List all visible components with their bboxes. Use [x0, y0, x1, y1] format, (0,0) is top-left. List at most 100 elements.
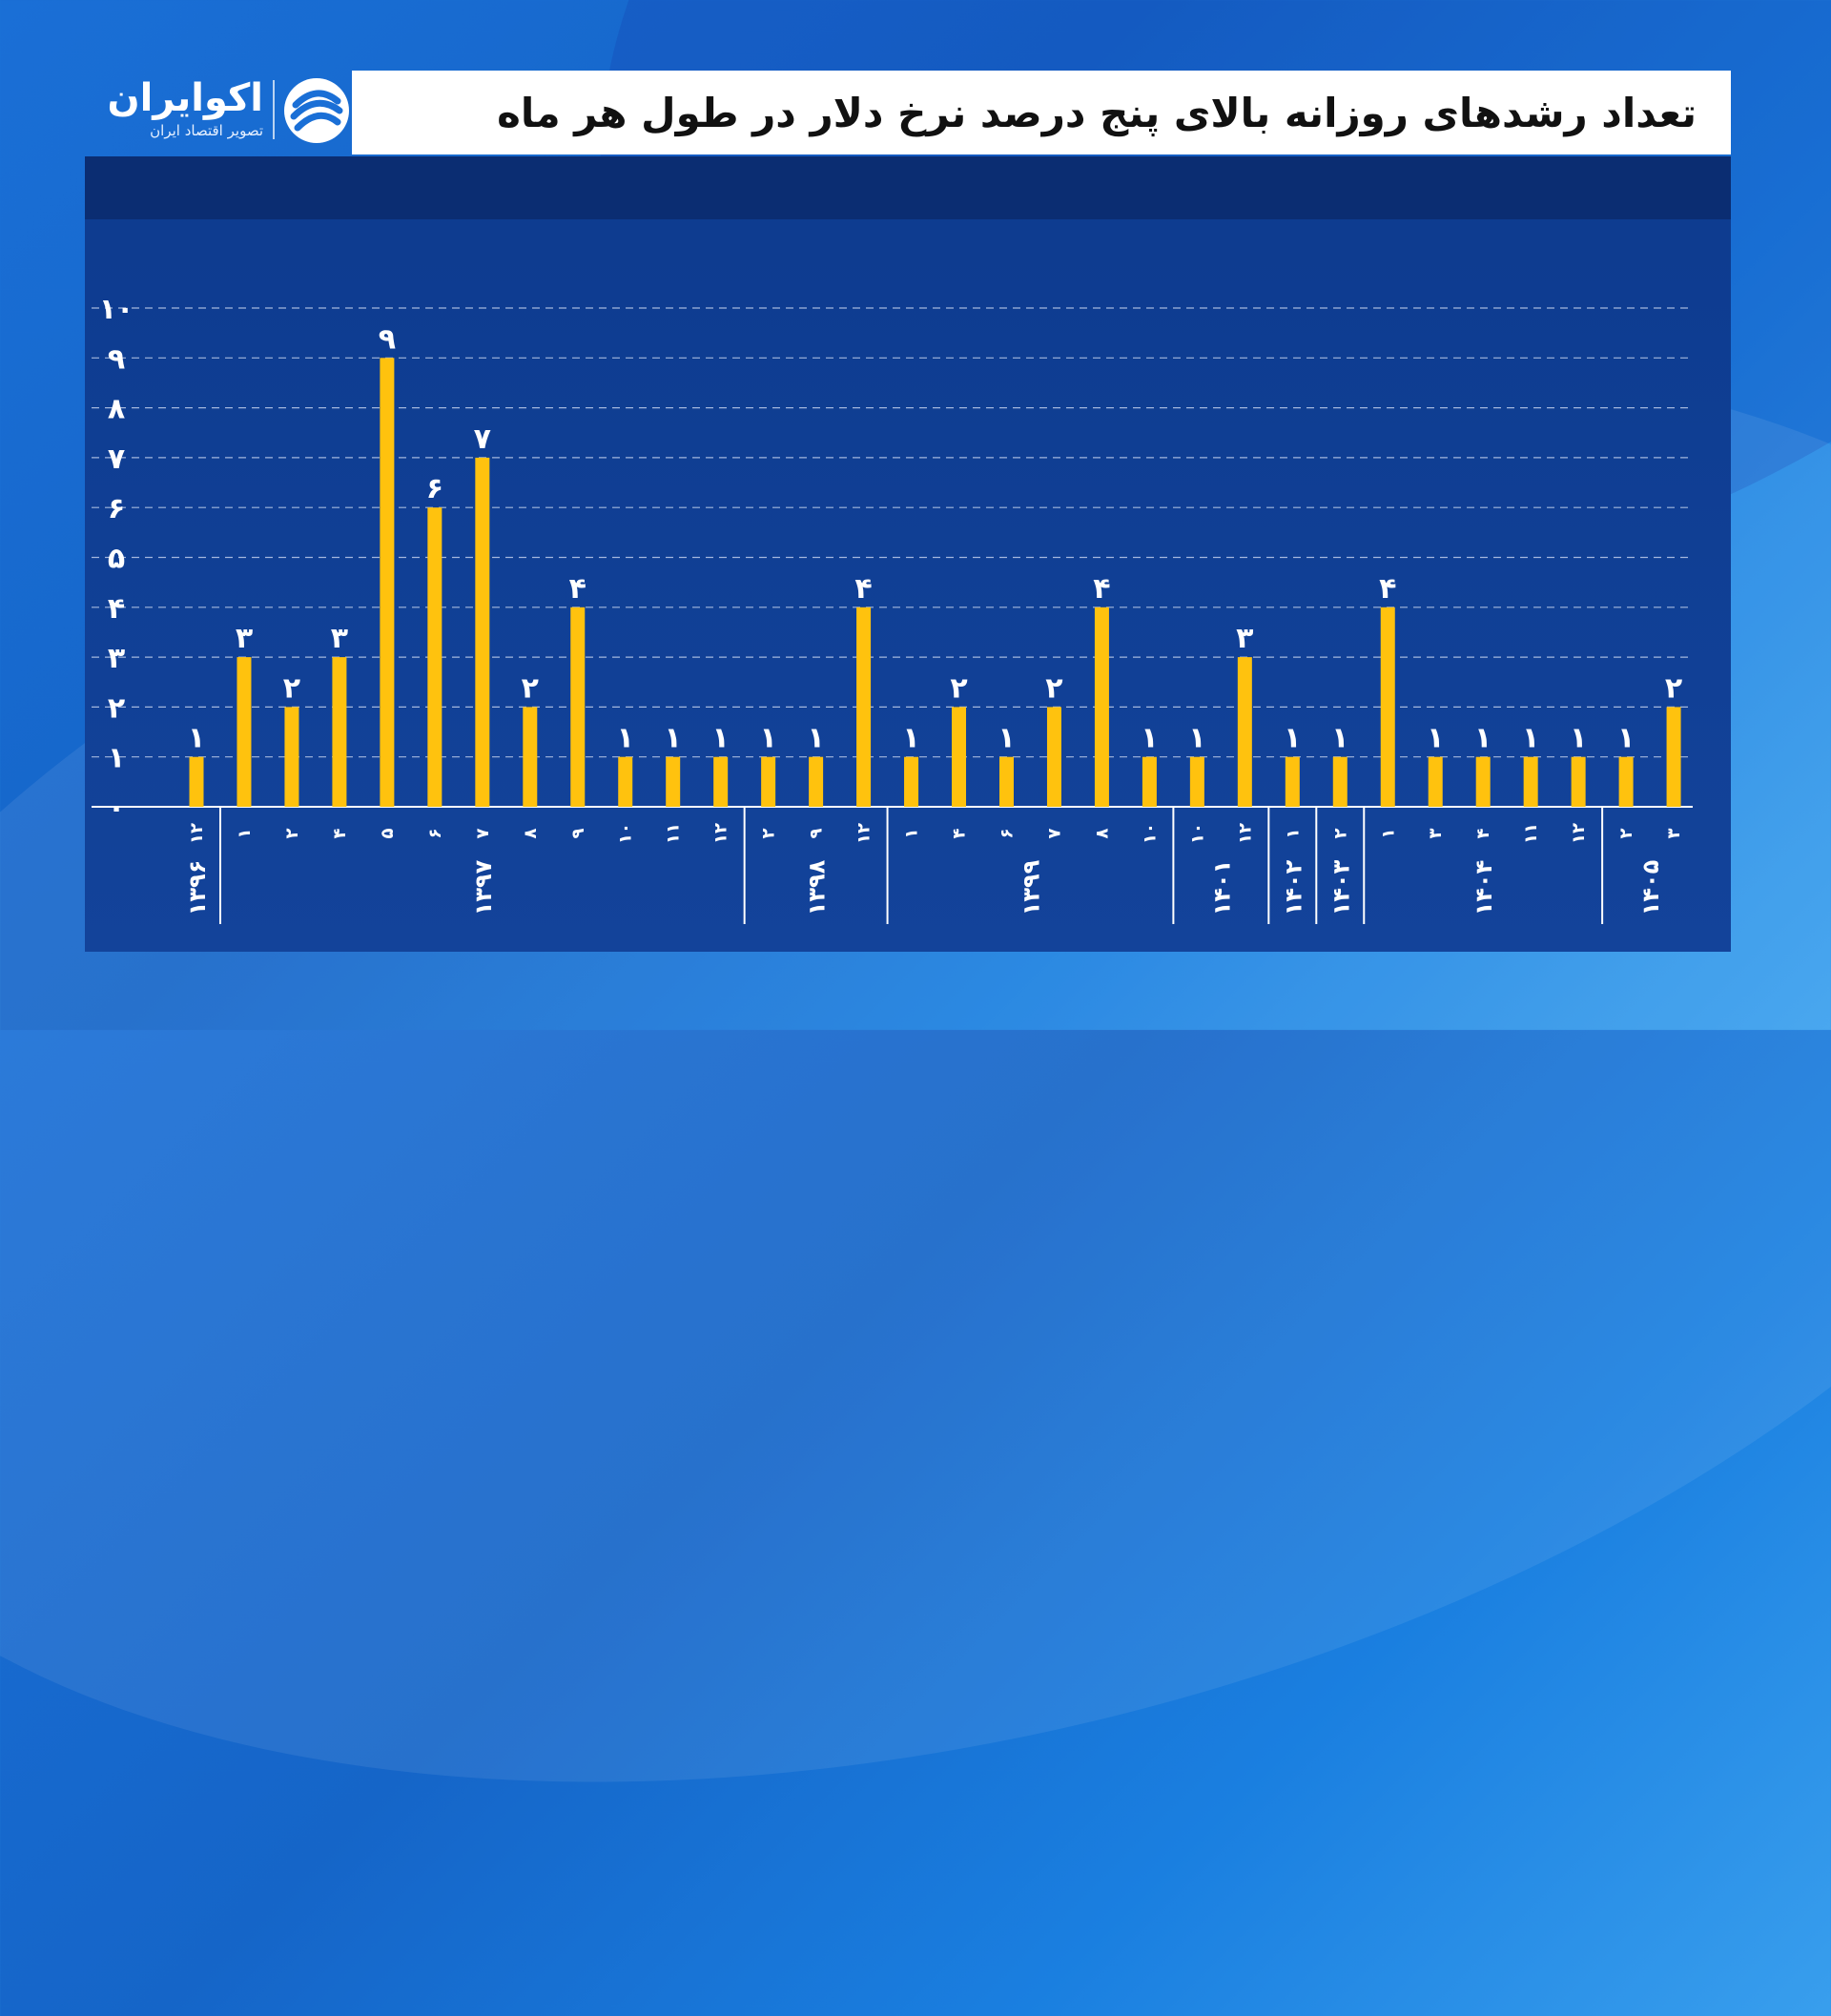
y-tick-label: ۰ [108, 792, 125, 825]
bar-value-label: ۱ [1522, 722, 1539, 755]
bar [189, 756, 204, 807]
bar-chart: ۰۱۲۳۴۵۶۷۸۹۱۰۱۱۲۳۱۲۲۳۴۹۵۶۶۷۷۲۸۴۹۱۱۰۱۱۱۱۱۲… [92, 293, 1693, 916]
bar [1380, 607, 1395, 807]
bar [1237, 657, 1252, 807]
bar [904, 756, 919, 807]
x-tick-label: ۲ [1616, 829, 1636, 839]
chart-panel [85, 156, 1731, 952]
x-tick-label: ۱ [1378, 829, 1398, 839]
bar [856, 607, 872, 807]
bar-value-label: ۳ [331, 622, 348, 655]
x-tick-label: ۱۲ [1569, 823, 1589, 844]
x-tick-label: ۱ [235, 829, 255, 839]
x-tick-label: ۸ [521, 829, 541, 839]
bar-value-label: ۳ [1236, 622, 1253, 655]
bar-value-label: ۱ [902, 722, 919, 755]
bar [523, 707, 538, 807]
x-tick-label: ۳ [1664, 829, 1684, 839]
bar [1571, 756, 1586, 807]
bar [952, 707, 967, 807]
x-tick-label: ۹ [568, 829, 588, 839]
bar-value-label: ۱ [188, 722, 205, 755]
logo-tagline: تصویر اقتصاد ایران [150, 122, 263, 139]
bar-value-label: ۱ [807, 722, 824, 755]
x-tick-label: ۱۰ [1140, 823, 1160, 844]
year-group-label: ۱۴۰۱ [1208, 860, 1235, 916]
bar [427, 507, 442, 807]
bar-value-label: ۱ [1284, 722, 1301, 755]
bar-value-label: ۲ [1045, 671, 1062, 705]
bar-value-label: ۱ [759, 722, 776, 755]
y-tick-label: ۱ [108, 742, 125, 775]
bar [998, 756, 1014, 807]
bar [1094, 607, 1109, 807]
bar [618, 756, 633, 807]
title-bar: تعداد رشدهای روزانه بالای پنج درصد نرخ د… [352, 71, 1731, 154]
bar-value-label: ۹ [379, 322, 396, 356]
brand-logo: اکوایران تصویر اقتصاد ایران [84, 71, 351, 156]
bar [284, 707, 299, 807]
bar [713, 756, 729, 807]
year-group-label: ۱۳۹۹ [1018, 859, 1044, 915]
chart-title: تعداد رشدهای روزانه بالای پنج درصد نرخ د… [497, 89, 1697, 136]
ecoiran-logo-icon [284, 78, 349, 143]
bar-value-label: ۳ [236, 622, 253, 655]
y-tick-label: ۴ [108, 592, 125, 626]
y-tick-label: ۵ [108, 543, 125, 576]
bar [1142, 756, 1157, 807]
bar [1285, 756, 1300, 807]
bar-value-label: ۱ [1474, 722, 1492, 755]
bar [666, 756, 681, 807]
x-tick-label: ۸ [1092, 829, 1112, 839]
bar [1523, 756, 1538, 807]
x-tick-label: ۱۱ [1521, 823, 1541, 844]
x-tick-label: ۱۰ [1187, 823, 1207, 844]
year-group-label: ۱۴۰۵ [1637, 860, 1664, 916]
bar-value-label: ۲ [1665, 671, 1682, 705]
bar [809, 756, 824, 807]
year-group-label: ۱۴۰۳ [1327, 859, 1354, 915]
bar-value-label: ۱ [712, 722, 730, 755]
y-tick-label: ۱۰ [99, 293, 134, 326]
x-tick-label: ۵ [378, 829, 398, 839]
bar [1428, 756, 1443, 807]
bar-value-label: ۱ [1141, 722, 1158, 755]
bar-value-label: ۱ [665, 722, 682, 755]
bar [1666, 707, 1681, 807]
bar [1332, 756, 1348, 807]
bar [380, 358, 395, 807]
year-group-label: ۱۴۰۲ [1280, 859, 1306, 915]
x-tick-label: ۷ [1044, 829, 1064, 839]
y-tick-label: ۷ [108, 442, 125, 476]
x-tick-label: ۱۰ [616, 823, 636, 844]
year-group-label: ۱۴۰۴ [1471, 860, 1497, 916]
bar [761, 756, 776, 807]
bar [475, 457, 490, 807]
x-tick-label: ۶ [997, 829, 1017, 839]
x-tick-label: ۱ [1283, 829, 1303, 839]
x-tick-label: ۲ [759, 829, 779, 839]
y-tick-label: ۶ [108, 492, 125, 525]
x-tick-label: ۱۲ [187, 823, 207, 844]
x-tick-label: ۱۲ [711, 823, 731, 844]
bar-value-label: ۱ [617, 722, 634, 755]
x-tick-label: ۷ [473, 829, 493, 839]
bar [1046, 707, 1061, 807]
y-tick-label: ۳ [108, 642, 125, 675]
y-tick-label: ۸ [108, 393, 125, 426]
bar [237, 657, 252, 807]
bar-value-label: ۲ [950, 671, 967, 705]
bar [1618, 756, 1634, 807]
x-tick-label: ۲ [1330, 829, 1350, 839]
bar-value-label: ۷ [474, 422, 491, 456]
year-group-label: ۱۳۹۷ [470, 859, 497, 915]
bar [1475, 756, 1491, 807]
bar-value-label: ۱ [998, 722, 1015, 755]
x-tick-label: ۶ [425, 829, 445, 839]
bar-value-label: ۲ [283, 671, 300, 705]
year-group-label: ۱۳۹۸ [804, 859, 831, 915]
x-tick-label: ۴ [1473, 829, 1493, 839]
bar [1189, 756, 1204, 807]
year-group-label: ۱۳۹۶ [184, 860, 211, 916]
x-tick-label: ۴ [950, 829, 970, 839]
